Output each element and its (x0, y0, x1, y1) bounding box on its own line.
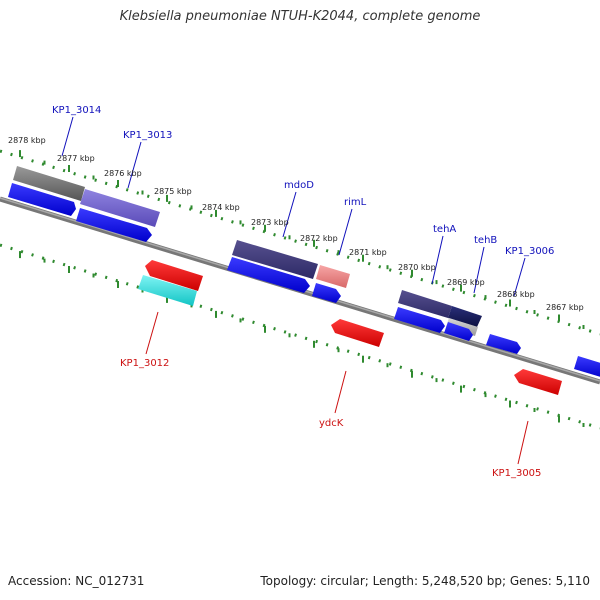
label-leader-line (282, 191, 297, 238)
label-leader-line (338, 208, 353, 256)
kbp-label: 2872 kbp (300, 234, 338, 243)
gene-block-kp1-3014[interactable] (13, 166, 85, 201)
cds-arrow-3[interactable] (227, 257, 310, 293)
gene-label-kp1-3005[interactable]: KP1_3005 (492, 468, 541, 479)
ruler-lower-ticks (19, 251, 585, 427)
kbp-label: 2871 kbp (349, 248, 387, 257)
kbp-label: 2873 kbp (251, 218, 289, 227)
gene-label-kp1-3013[interactable]: KP1_3013 (123, 130, 172, 141)
gene-label-teha[interactable]: tehA (433, 224, 456, 235)
ruler-upper-ticks (19, 150, 585, 329)
gene-block-teha[interactable] (398, 290, 452, 318)
genome-title: Klebsiella pneumoniae NTUH-K2044, comple… (119, 9, 481, 24)
cds-arrow-5[interactable] (394, 307, 445, 333)
cds-arrow-kp1-3005[interactable] (514, 369, 562, 395)
kbp-label: 2869 kbp (447, 278, 485, 287)
genome-summary-text: Topology: circular; Length: 5,248,520 bp… (260, 574, 590, 588)
cds-arrow-ydck[interactable] (331, 319, 384, 347)
cds-arrow-2[interactable] (76, 208, 152, 242)
gene-block-riml[interactable] (316, 265, 350, 288)
gene-label-kp1-3012[interactable]: KP1_3012 (120, 358, 169, 369)
gene-block-kp1-3012[interactable] (138, 275, 197, 306)
gene-label-riml[interactable]: rimL (344, 197, 367, 208)
label-leader-line (431, 235, 444, 285)
gene-label-tehb[interactable]: tehB (474, 235, 497, 246)
cds-arrow-7[interactable] (486, 334, 521, 354)
kbp-label: 2875 kbp (154, 187, 192, 196)
label-leader-line (145, 311, 159, 355)
cds-arrow-kp1-3012[interactable] (145, 260, 203, 291)
label-leader-lines (61, 116, 529, 465)
label-leader-line (127, 141, 142, 189)
label-leader-line (513, 257, 526, 297)
gene-block-tehb[interactable] (448, 306, 482, 327)
cds-arrow-6[interactable] (444, 322, 473, 341)
kbp-label: 2867 kbp (546, 303, 584, 312)
gene-label-kp1-3014[interactable]: KP1_3014 (52, 105, 101, 116)
cds-arrow-8[interactable] (574, 356, 600, 378)
kbp-label: 2876 kbp (104, 169, 142, 178)
label-leader-line (334, 370, 347, 414)
cds-arrow-1[interactable] (8, 183, 76, 216)
label-leader-line (517, 420, 529, 465)
kbp-label: 2877 kbp (57, 154, 95, 163)
gene-block-mdod[interactable] (232, 240, 318, 279)
label-leader-line (61, 116, 74, 157)
gene-block-kp1-3013[interactable] (80, 189, 160, 227)
gene-label-ydck[interactable]: ydcK (319, 418, 344, 429)
kbp-label: 2868 kbp (497, 290, 535, 299)
gene-label-mdod[interactable]: mdoD (284, 180, 314, 191)
kbp-label: 2874 kbp (202, 203, 240, 212)
cds-arrow-4[interactable] (312, 283, 341, 303)
kbp-label: 2878 kbp (8, 136, 46, 145)
accession-text: Accession: NC_012731 (8, 574, 145, 588)
gene-label-kp1-3006[interactable]: KP1_3006 (505, 246, 554, 257)
kbp-label: 2870 kbp (398, 263, 436, 272)
label-leader-line (473, 246, 485, 294)
